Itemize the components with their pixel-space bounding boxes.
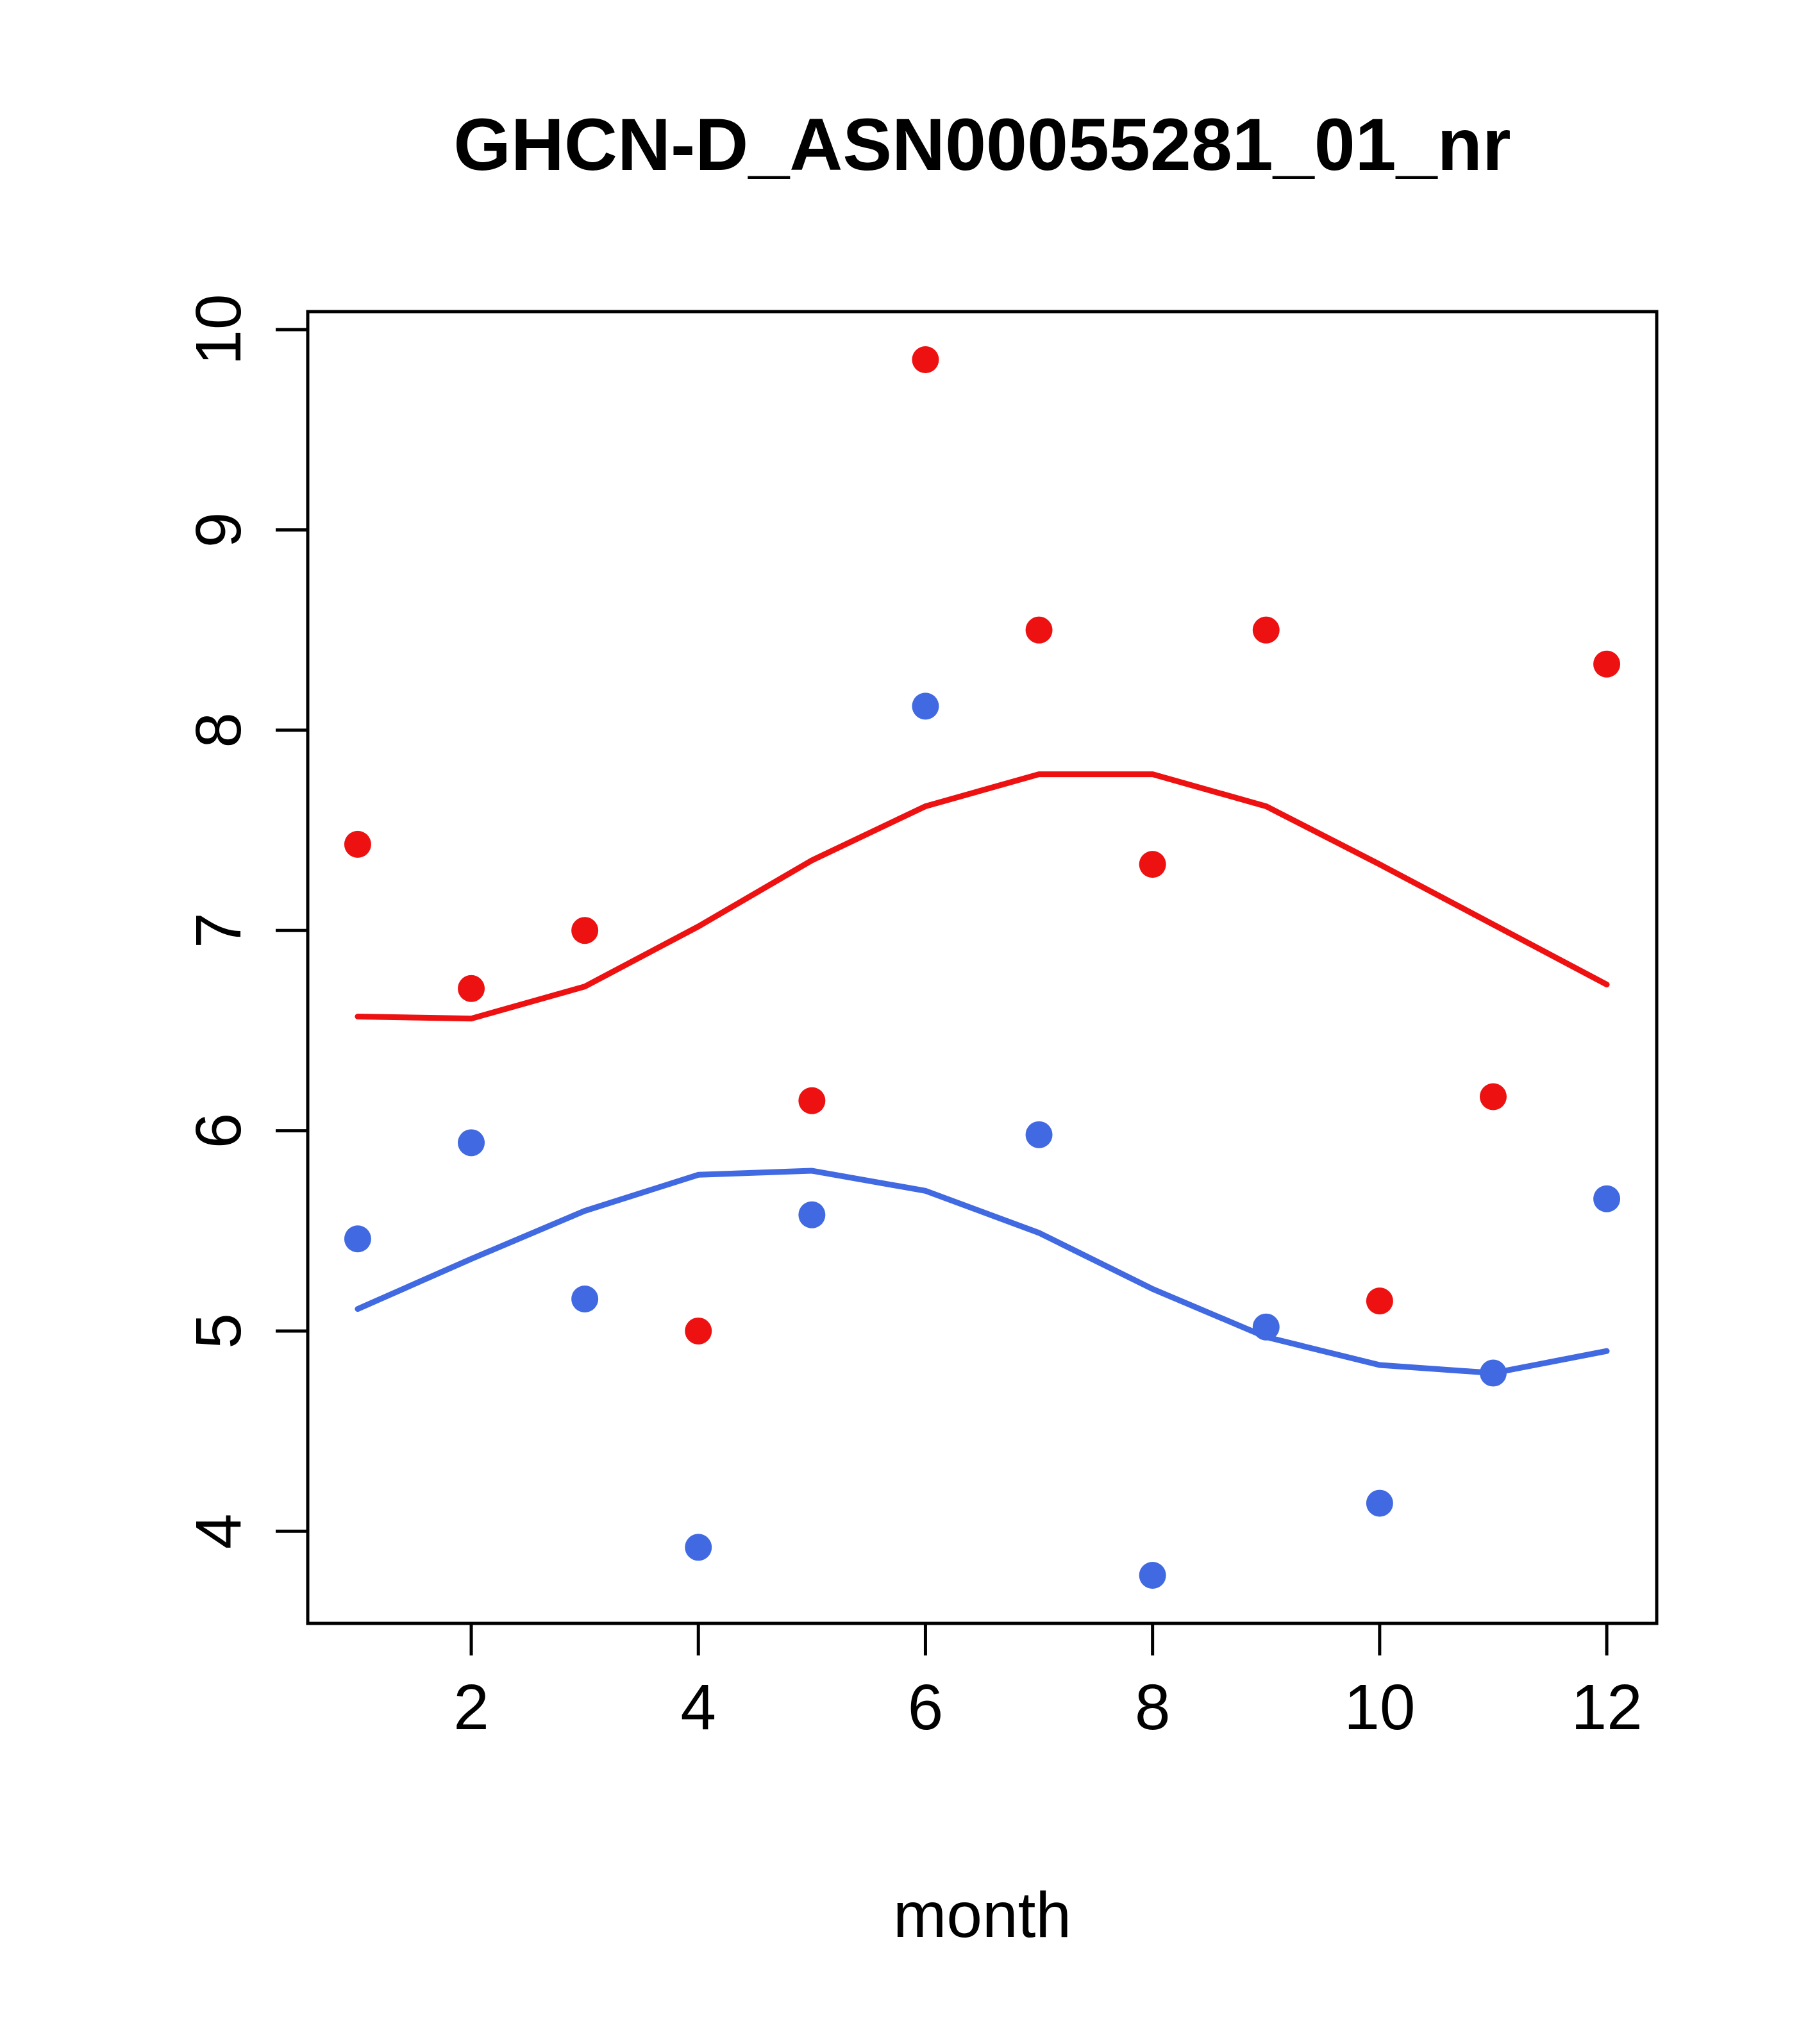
blue-point	[1252, 1313, 1280, 1341]
blue-point	[458, 1129, 485, 1157]
blue-point	[344, 1225, 371, 1253]
x-tick-label: 2	[453, 1671, 489, 1743]
y-tick-label: 8	[183, 712, 255, 748]
blue-point	[1139, 1562, 1166, 1589]
blue-point	[912, 692, 939, 720]
red-point	[912, 346, 939, 373]
y-tick-label: 6	[183, 1113, 255, 1149]
blue-point	[798, 1201, 826, 1228]
y-tick-label: 4	[183, 1513, 255, 1549]
y-tick-label: 5	[183, 1313, 255, 1349]
red-point	[1252, 616, 1280, 644]
red-smooth-line	[355, 771, 1610, 1022]
blue-point	[571, 1285, 599, 1312]
chart-title: GHCN-D_ASN00055281_01_nr	[453, 104, 1511, 186]
blue-point	[1366, 1489, 1393, 1517]
red-point	[344, 830, 371, 858]
y-tick-label: 7	[183, 912, 255, 948]
x-tick-label: 10	[1344, 1671, 1415, 1743]
y-tick-label: 10	[183, 294, 255, 365]
blue-smooth-line	[355, 1168, 1610, 1377]
red-point	[458, 975, 485, 1002]
x-tick-label: 6	[908, 1671, 944, 1743]
blue-point	[1593, 1185, 1621, 1212]
red-point	[1593, 650, 1621, 678]
red-point	[1139, 851, 1166, 878]
x-axis-label: month	[893, 1879, 1071, 1951]
x-tick-label: 8	[1135, 1671, 1171, 1743]
red-point	[1025, 616, 1053, 644]
red-point	[571, 917, 599, 944]
blue-point	[1025, 1121, 1053, 1148]
red-point	[1366, 1287, 1393, 1315]
red-point	[798, 1087, 826, 1114]
red-point	[1479, 1083, 1507, 1110]
blue-point	[685, 1534, 712, 1561]
x-tick-label: 4	[680, 1671, 716, 1743]
red-point	[685, 1317, 712, 1345]
y-tick-label: 9	[183, 512, 255, 548]
x-tick-label: 12	[1571, 1671, 1642, 1743]
blue-point	[1479, 1359, 1507, 1387]
plot-box	[306, 310, 1659, 1625]
